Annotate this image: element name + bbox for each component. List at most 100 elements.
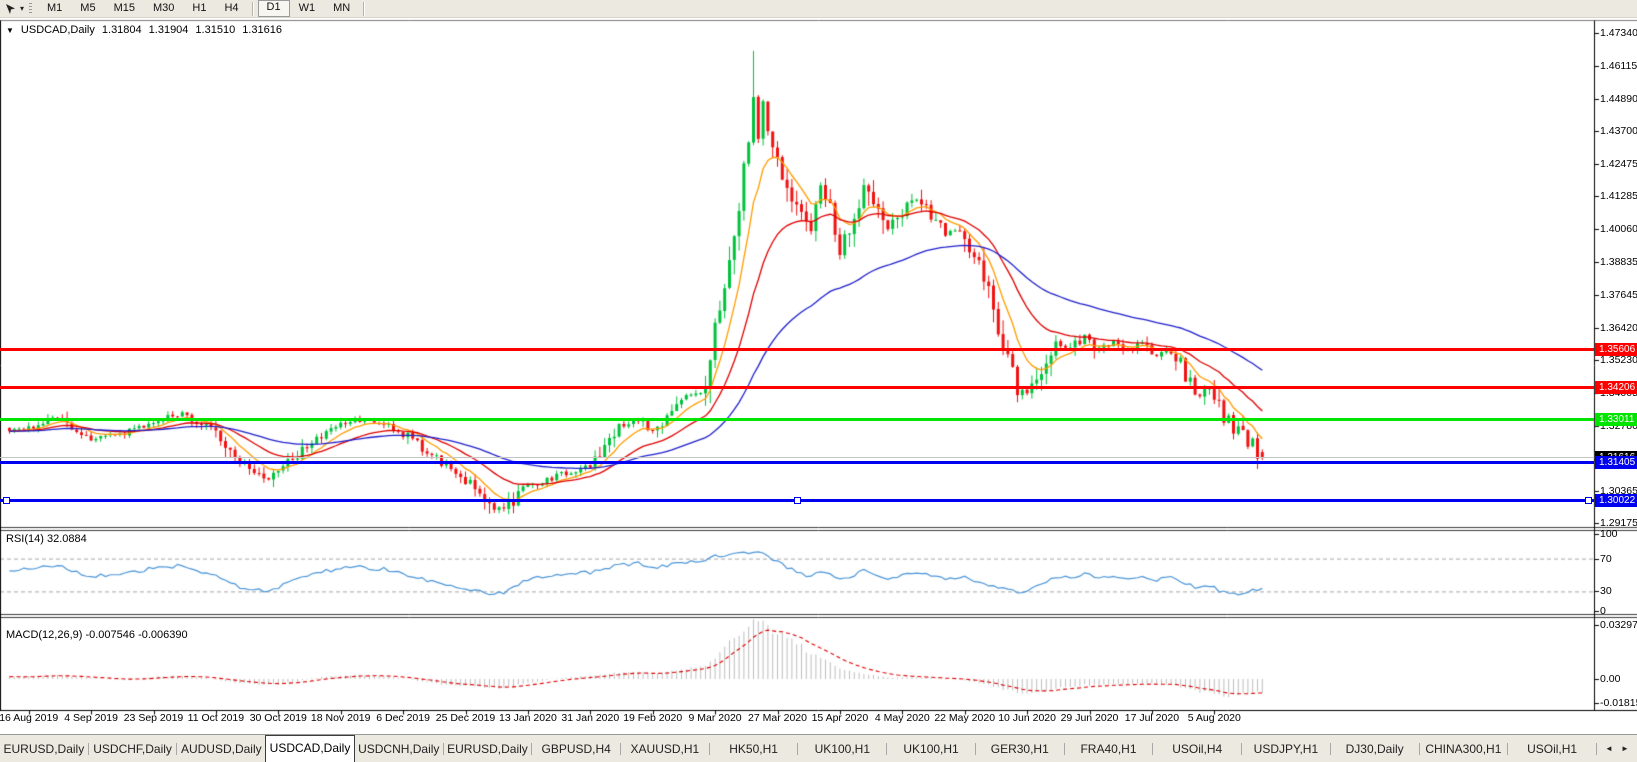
tab-usoil-h4[interactable]: USOil,H4 bbox=[1172, 742, 1223, 756]
horizontal-line-1.33011[interactable] bbox=[0, 418, 1594, 422]
timeframe-button-d1[interactable]: D1 bbox=[257, 0, 290, 17]
macd-axis-label: 0.032972 bbox=[1600, 619, 1637, 631]
tab-china300-h1[interactable]: CHINA300,H1 bbox=[1425, 742, 1502, 756]
chevron-down-icon[interactable]: ▾ bbox=[20, 4, 25, 13]
horizontal-line-1.35606[interactable] bbox=[0, 348, 1594, 352]
tab-audusd-daily[interactable]: AUDUSD,Daily bbox=[180, 742, 262, 756]
price-tick-label: 1.36420 bbox=[1600, 321, 1637, 334]
tab-scroll-right-icon[interactable]: ► bbox=[1620, 744, 1629, 753]
price-tick-label: 1.35230 bbox=[1600, 353, 1637, 366]
hline-price-badge-1.34206: 1.34206 bbox=[1595, 380, 1637, 394]
tab-separator bbox=[442, 742, 444, 755]
tab-usoil-h1[interactable]: USOil,H1 bbox=[1527, 742, 1578, 756]
date-tick-label: 18 Nov 2019 bbox=[310, 712, 371, 724]
date-tick-label: 4 Sep 2019 bbox=[64, 712, 118, 724]
horizontal-line-1.31405[interactable] bbox=[0, 461, 1594, 465]
date-tick-label: 29 Jun 2020 bbox=[1060, 712, 1119, 724]
tab-uk100-h1[interactable]: UK100,H1 bbox=[814, 742, 871, 756]
rsi-axis-label: 30 bbox=[1600, 585, 1612, 598]
tab-separator bbox=[886, 742, 888, 755]
tab-gbpusd-h4[interactable]: GBPUSD,H4 bbox=[541, 742, 611, 756]
tab-uk100-h1[interactable]: UK100,H1 bbox=[903, 742, 959, 756]
price-tick-label: 1.29175 bbox=[1600, 517, 1637, 529]
date-tick-label: 5 Aug 2020 bbox=[1187, 712, 1241, 724]
hline-handle-center[interactable] bbox=[794, 496, 801, 504]
tab-separator bbox=[531, 742, 533, 755]
price-tick-label: 1.46115 bbox=[1600, 60, 1637, 73]
hline-price-badge-1.33011: 1.33011 bbox=[1595, 413, 1637, 427]
timeframe-toolbar: ▾ M1 M5 M15 M30 H1 H4 D1 W1 MN bbox=[0, 0, 1637, 18]
ohlc-low: 1.31510 bbox=[195, 24, 236, 36]
tab-eurusd-daily[interactable]: EURUSD,Daily bbox=[447, 742, 528, 756]
timeframe-button-w1[interactable]: W1 bbox=[298, 2, 316, 14]
date-tick-label: 17 Jul 2020 bbox=[1124, 712, 1180, 724]
tab-usdcad-daily[interactable]: USDCAD,Daily bbox=[265, 735, 355, 762]
tab-dj30-daily[interactable]: DJ30,Daily bbox=[1345, 742, 1404, 756]
tab-separator bbox=[87, 742, 89, 755]
toolbar-grip-handle[interactable] bbox=[29, 2, 33, 15]
chart-symbol-label: USDCAD,Daily bbox=[20, 24, 95, 36]
tab-separator bbox=[974, 742, 976, 755]
tab-separator bbox=[1418, 742, 1420, 755]
rsi-axis-label: 70 bbox=[1600, 552, 1612, 565]
collapse-triangle-icon[interactable]: ▼ bbox=[6, 25, 14, 35]
timeframe-buttons: M1 M5 M15 M30 H1 H4 D1 W1 MN bbox=[38, 0, 369, 17]
tab-separator bbox=[1329, 742, 1331, 755]
date-tick-label: 9 Mar 2020 bbox=[688, 712, 742, 724]
hline-price-badge-1.31405: 1.31405 bbox=[1595, 456, 1637, 470]
tab-separator bbox=[1241, 742, 1243, 755]
price-tick-label: 1.43700 bbox=[1600, 125, 1637, 138]
rsi-axis-label: 0 bbox=[1600, 605, 1606, 617]
date-tick-label: 31 Jan 2020 bbox=[561, 712, 620, 724]
rsi-axis-label: 100 bbox=[1600, 528, 1618, 540]
tab-separator bbox=[1595, 742, 1597, 755]
tab-usdjpy-h1[interactable]: USDJPY,H1 bbox=[1253, 742, 1319, 756]
macd-axis-label: -0.018154 bbox=[1600, 697, 1637, 709]
chart-tab-bar: EURUSD,Daily USDCHF,Daily AUDUSD,Daily USDC… bbox=[0, 734, 1637, 762]
hline-handle-right[interactable] bbox=[1585, 496, 1592, 504]
date-tick-label: 15 Apr 2020 bbox=[811, 712, 869, 724]
timeframe-button-m5[interactable]: M5 bbox=[80, 2, 96, 14]
tab-scroll-arrows: ◄ ► bbox=[1597, 744, 1637, 753]
chart-title: ▼ USDCAD,Daily 1.31804 1.31904 1.31510 1… bbox=[6, 24, 282, 36]
tab-eurusd-daily[interactable]: EURUSD,Daily bbox=[3, 742, 85, 756]
tab-usdchf-daily[interactable]: USDCHF,Daily bbox=[93, 742, 172, 756]
horizontal-line-1.34206[interactable] bbox=[0, 385, 1594, 389]
cursor-tool-icon[interactable] bbox=[3, 2, 19, 16]
tab-xauusd-h1[interactable]: XAUUSD,H1 bbox=[630, 742, 700, 756]
date-tick-label: 23 Sep 2019 bbox=[123, 712, 184, 724]
tab-scroll-left-icon[interactable]: ◄ bbox=[1605, 744, 1613, 753]
tab-usdcnh-daily[interactable]: USDCNH,Daily bbox=[358, 742, 440, 756]
date-tick-label: 19 Feb 2020 bbox=[623, 712, 683, 724]
timeframe-button-mn[interactable]: MN bbox=[333, 2, 351, 14]
tab-ger30-h1[interactable]: GER30,H1 bbox=[990, 742, 1049, 756]
timeframe-button-h1[interactable]: H1 bbox=[192, 2, 207, 14]
rsi-label: RSI(14) 32.0884 bbox=[6, 533, 87, 545]
tab-separator bbox=[797, 742, 799, 755]
date-tick-label: 6 Dec 2019 bbox=[376, 712, 430, 724]
timeframe-button-m15[interactable]: M15 bbox=[113, 2, 135, 14]
tab-hk50-h1[interactable]: HK50,H1 bbox=[729, 742, 778, 756]
ohlc-open: 1.31804 bbox=[101, 24, 142, 36]
tab-separator bbox=[176, 742, 178, 755]
timeframe-button-h4[interactable]: H4 bbox=[224, 2, 239, 14]
timeframe-button-m30[interactable]: M30 bbox=[152, 2, 175, 14]
date-tick-label: 13 Jan 2020 bbox=[498, 712, 557, 724]
date-tick-label: 4 May 2020 bbox=[874, 712, 930, 724]
date-tick-label: 10 Jun 2020 bbox=[998, 712, 1056, 724]
toolbar-separator bbox=[363, 1, 366, 16]
date-tick-label: 16 Aug 2019 bbox=[0, 712, 59, 724]
price-tick-label: 1.40060 bbox=[1600, 223, 1637, 236]
tab-separator bbox=[620, 742, 622, 755]
hline-handle-left[interactable] bbox=[3, 496, 10, 504]
timeframe-button-m1[interactable]: M1 bbox=[47, 2, 63, 14]
tab-separator bbox=[708, 742, 710, 755]
date-tick-label: 22 May 2020 bbox=[934, 712, 996, 724]
price-tick-label: 1.38835 bbox=[1600, 256, 1637, 269]
tab-separator bbox=[1063, 742, 1065, 755]
hline-price-badge-1.35606: 1.35606 bbox=[1595, 343, 1637, 357]
tab-fra40-h1[interactable]: FRA40,H1 bbox=[1080, 742, 1137, 756]
ohlc-high: 1.31904 bbox=[148, 24, 189, 36]
